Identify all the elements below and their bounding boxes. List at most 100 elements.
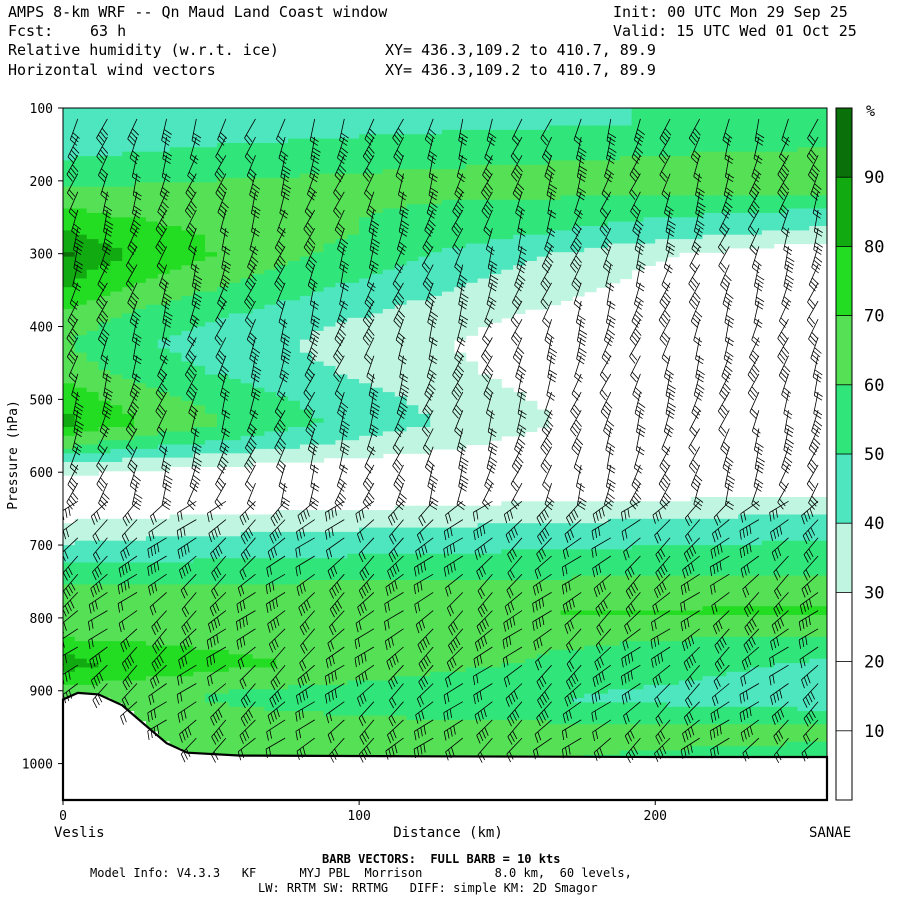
rh-cell [299,580,313,686]
rh-cell [821,606,827,616]
rh-cell [228,667,242,690]
rh-cell [63,413,76,428]
rh-cell [596,195,609,227]
wind-barb [389,519,404,545]
plot-frame [62,107,828,801]
wind-barb [561,555,582,577]
wind-barb [517,228,527,255]
wind-barb [388,701,404,727]
wind-barb [280,483,291,510]
rh-cell [690,497,704,520]
rh-cell [217,514,230,537]
wind-barb [799,646,819,669]
wind-barb [67,464,79,492]
rh-cell [631,545,644,577]
wind-barb [629,155,641,182]
wind-barb [151,646,167,672]
wind-barb [186,373,198,401]
wind-barb [296,737,315,761]
rh-cell [513,580,526,664]
rh-cell [347,531,360,555]
wind-barb [354,646,375,668]
rh-cell [406,719,419,757]
wind-barb [325,519,345,540]
forecast-hour-value: 63 h [90,22,127,40]
rh-cell [667,518,680,546]
wind-barb [307,264,318,292]
rh-cell [193,584,206,651]
rh-cell [489,379,502,441]
rh-cell [74,641,88,660]
rh-cell [584,501,597,524]
rh-cell [418,108,431,135]
rh-cell [761,667,775,708]
rh-cell [513,108,526,131]
rh-cell [773,230,787,245]
wind-barb [481,337,493,364]
rh-cell [678,195,692,218]
rh-cell [785,706,798,725]
rh-cell [667,724,680,751]
wind-barb [452,228,464,255]
rh-cell [98,186,111,214]
wind-barb [542,464,552,492]
rh-cell [110,217,123,249]
rh-cell [655,575,668,612]
wind-barb [803,719,819,745]
rh-cell [74,352,88,389]
wind-barb [781,446,793,474]
wind-barb [621,683,641,705]
wind-barb [665,373,676,401]
rh-cell [501,719,514,758]
wind-barb [600,391,613,419]
wind-barb [635,264,645,292]
wind-barb [625,592,641,618]
rh-cell [631,501,644,520]
rh-cell [134,540,147,564]
wind-barb [443,519,464,541]
colorbar-segment [836,177,852,247]
rh-cell [489,580,502,668]
wind-barb [366,264,376,292]
wind-barb [808,482,819,510]
wind-barb [717,228,730,255]
rh-cell [252,689,265,708]
rh-cell [678,615,692,642]
wind-barb [184,191,197,219]
rh-cell [240,654,254,668]
wind-barb [807,282,819,310]
wind-barb [711,683,730,707]
rh-cell [228,689,242,708]
wind-barb [148,519,167,542]
rh-cell [418,256,431,301]
wind-barb [334,373,345,401]
rh-cell [797,497,810,516]
rh-cell [525,108,538,131]
wind-barb [540,446,552,474]
x-axis-label: Distance (km) [393,825,503,841]
wind-barb [512,173,525,201]
wind-barb [577,319,588,346]
rh-cell [228,453,242,467]
wind-barb [421,410,434,437]
rh-cell [311,330,325,363]
wind-barb [208,610,227,633]
rh-cell [631,641,644,690]
rh-cell [631,615,644,642]
rh-cell [382,392,396,432]
rh-cell [750,514,763,546]
rh-cell [619,243,633,280]
rh-cell [299,531,313,559]
wind-barb [719,373,731,401]
rh-cell [169,584,182,647]
rh-cell [205,440,218,454]
wind-barb [592,500,612,524]
wind-barb [277,373,286,401]
colorbar-segment [836,246,852,316]
wind-barb [451,209,464,237]
rh-cell [98,440,111,454]
wind-barb [721,355,733,383]
rh-cell [299,444,313,463]
wind-barb [601,337,612,365]
rh-cell [809,615,822,638]
